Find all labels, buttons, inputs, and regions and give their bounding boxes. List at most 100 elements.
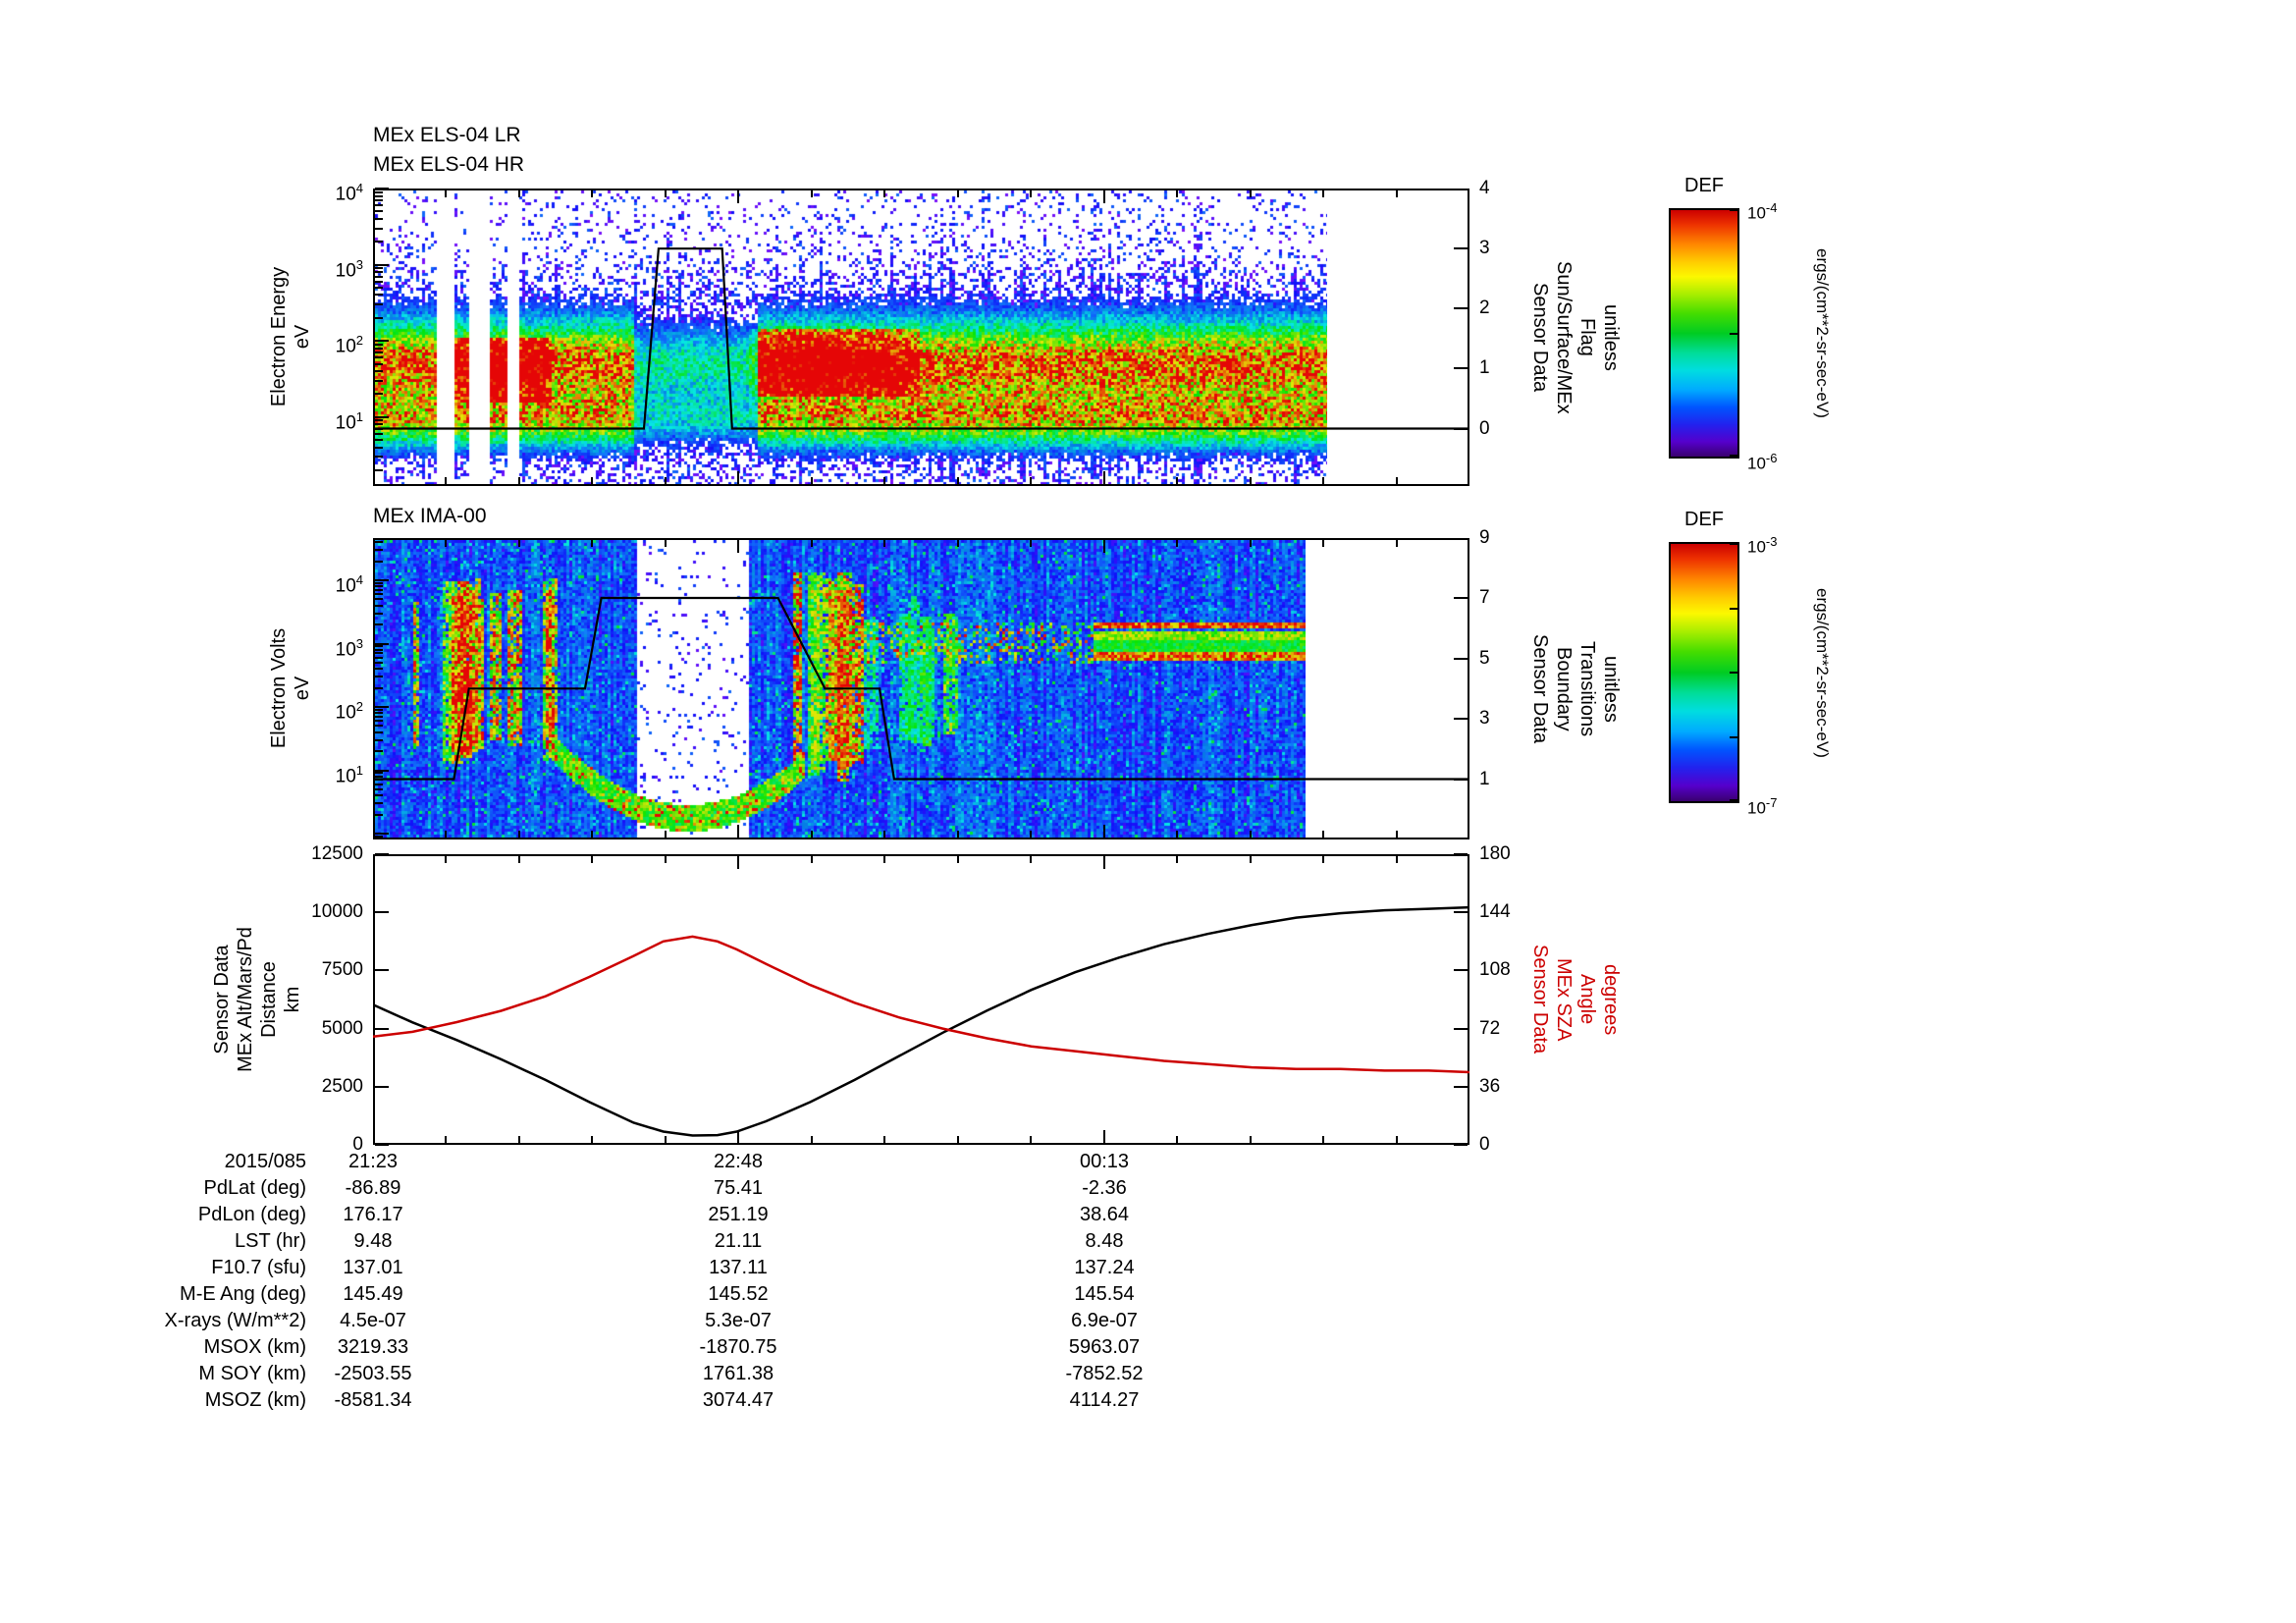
- tick-mark: [664, 190, 667, 197]
- colorbar-exp-bottom: 10-6: [1747, 451, 1778, 473]
- tick-mark: [445, 540, 448, 547]
- tick-mark: [375, 204, 383, 207]
- tick-mark: [1102, 825, 1105, 838]
- tick-mark: [445, 190, 448, 197]
- tick-mark: [1030, 477, 1033, 484]
- tick-mark: [664, 540, 667, 547]
- tick-mark: [375, 347, 383, 350]
- tick-mark: [375, 316, 383, 319]
- tick-mark: [956, 831, 959, 838]
- tick-mark: [737, 190, 740, 203]
- colorbar2-title: DEF: [1684, 509, 1724, 530]
- els-flag-line-overlay: [373, 247, 1469, 430]
- els-right-axis-title: Sensor Data Sun/Surface/MEx Flag unitles…: [1529, 260, 1622, 414]
- table-value: 137.01: [343, 1257, 403, 1278]
- tick-mark: [375, 712, 383, 715]
- tick-mark: [1176, 477, 1179, 484]
- tick-mark: [1176, 1136, 1179, 1143]
- tick-mark: [375, 190, 383, 193]
- right-tick-label: 2: [1479, 298, 1490, 319]
- tick-mark: [1322, 856, 1325, 863]
- tick-mark: [375, 668, 383, 671]
- tick-mark: [956, 1136, 959, 1143]
- right-tick-label: 1: [1479, 768, 1490, 789]
- tick-mark: [375, 241, 383, 243]
- tick-mark: [1030, 1136, 1033, 1143]
- tick-mark: [375, 730, 383, 733]
- tick-mark: [810, 1136, 813, 1143]
- tick-mark: [375, 585, 383, 588]
- right-tick-label: 0: [1479, 417, 1490, 439]
- tick-mark: [1454, 189, 1468, 190]
- table-row-label: MSOZ (km): [204, 1389, 306, 1411]
- table-value: 5963.07: [1068, 1336, 1141, 1358]
- colorbar: [1669, 208, 1739, 459]
- tick-mark: [375, 393, 383, 396]
- tick-mark: [1454, 718, 1468, 720]
- tick-mark: [1030, 540, 1033, 547]
- tick-mark: [1249, 540, 1252, 547]
- tick-mark: [375, 911, 389, 914]
- table-value: 251.19: [708, 1204, 769, 1225]
- tick-mark: [883, 477, 886, 484]
- tick-mark: [375, 267, 383, 270]
- tick-mark: [375, 362, 383, 365]
- tick-mark: [1249, 831, 1252, 838]
- tick-mark: [375, 750, 383, 753]
- tick-mark: [375, 286, 383, 289]
- tick-mark: [517, 1136, 520, 1143]
- tick-mark: [375, 419, 383, 422]
- tick-mark: [1395, 831, 1398, 838]
- tick-mark: [1322, 831, 1325, 838]
- table-value: -2.36: [1082, 1177, 1127, 1199]
- tick-mark: [517, 831, 520, 838]
- tick-mark: [1454, 1144, 1468, 1146]
- y-tick-label: 102: [335, 699, 363, 724]
- xy-right-axis-title: Sensor Data MEx SZA Angle degrees: [1529, 945, 1622, 1055]
- tick-mark: [1249, 856, 1252, 863]
- tick-mark: [445, 477, 448, 484]
- tick-mark: [375, 706, 389, 708]
- tick-mark: [810, 190, 813, 197]
- tick-mark: [375, 370, 383, 373]
- tick-mark: [737, 540, 740, 553]
- tick-mark: [883, 190, 886, 197]
- table-value: 4114.27: [1069, 1389, 1140, 1411]
- tick-mark: [445, 1136, 448, 1143]
- xy-plot-frame: [373, 854, 1469, 1145]
- tick-mark: [1730, 332, 1737, 335]
- tick-mark: [664, 1136, 667, 1143]
- table-value: 4.5e-07: [340, 1310, 406, 1331]
- tick-mark: [375, 1085, 389, 1088]
- right-tick-label: 9: [1479, 526, 1490, 548]
- table-value: 3074.47: [702, 1389, 774, 1411]
- y-tick-label: 101: [335, 762, 363, 786]
- tick-mark: [1730, 209, 1737, 211]
- right-tick-label: 72: [1479, 1017, 1501, 1039]
- tick-mark: [375, 456, 383, 459]
- tick-mark: [1102, 471, 1105, 484]
- tick-mark: [517, 540, 520, 547]
- tick-mark: [375, 194, 383, 197]
- right-tick-label: 7: [1479, 587, 1490, 608]
- tick-mark: [445, 831, 448, 838]
- table-value: -8581.34: [334, 1389, 412, 1411]
- colorbar1-units-label: ergs/(cm**2-sr-sec-eV): [1813, 248, 1832, 418]
- tick-mark: [375, 969, 389, 972]
- colorbar1-title: DEF: [1684, 175, 1724, 196]
- y-tick-label: 0: [352, 1134, 363, 1155]
- tick-mark: [375, 833, 389, 835]
- tick-mark: [1030, 831, 1033, 838]
- tick-mark: [1322, 477, 1325, 484]
- ima-boundary-line-overlay: [373, 596, 1469, 781]
- tick-mark: [737, 825, 740, 838]
- tick-mark: [1176, 190, 1179, 197]
- tick-mark: [375, 725, 383, 728]
- tick-mark: [375, 813, 383, 816]
- y-tick-label: 2500: [321, 1075, 363, 1097]
- table-row-label: PdLon (deg): [197, 1204, 306, 1225]
- tick-mark: [810, 856, 813, 863]
- tick-mark: [375, 676, 383, 678]
- tick-mark: [810, 831, 813, 838]
- tick-mark: [1322, 1136, 1325, 1143]
